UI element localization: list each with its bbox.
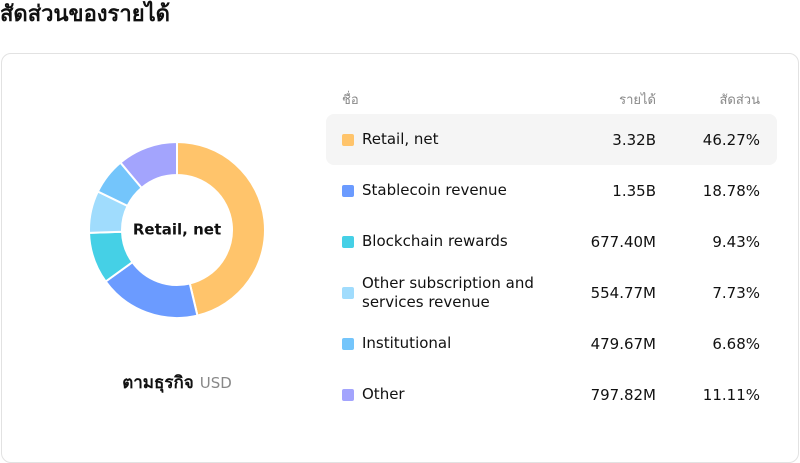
name-cell: Other subscription and services revenue: [342, 274, 552, 312]
category-name: Stablecoin revenue: [362, 181, 507, 199]
table-row: Other subscription and services revenue 5…: [326, 267, 777, 318]
legend-swatch: [342, 337, 354, 350]
revenue-value: 677.40M: [590, 232, 656, 251]
header-name: ชื่อ: [342, 92, 359, 108]
center-label: Retail, net: [133, 221, 221, 239]
category-name: Blockchain rewards: [362, 232, 508, 250]
legend-swatch: [342, 133, 354, 146]
legend-swatch: [342, 184, 354, 197]
revenue-value: 1.35B: [612, 181, 656, 200]
donut-slice: [176, 140, 266, 317]
legend-swatch: [342, 286, 354, 299]
name-cell: Blockchain rewards: [342, 232, 552, 251]
revenue-value: 479.67M: [590, 334, 656, 353]
currency: USD: [199, 374, 232, 392]
legend-swatch: [342, 235, 354, 248]
category-name: Retail, net: [362, 130, 439, 148]
revenue-value: 797.82M: [590, 385, 656, 404]
donut-chart: Retail, net: [88, 140, 266, 319]
name-cell: Stablecoin revenue: [342, 181, 552, 200]
name-cell: Institutional: [342, 334, 552, 353]
header-revenue: รายได้: [619, 92, 656, 108]
table-header: ชื่อ รายได้ สัดส่วน: [326, 84, 777, 114]
revenue-value: 554.77M: [590, 283, 656, 302]
table-row: Blockchain rewards 677.40M 9.43%: [326, 216, 777, 267]
table-row: Retail, net 3.32B 46.27%: [326, 114, 777, 165]
name-cell: Retail, net: [342, 130, 552, 149]
table-row: Stablecoin revenue 1.35B 18.78%: [326, 165, 777, 216]
subtitle-text: ตามธุรกิจ: [122, 373, 194, 393]
share-value: 11.11%: [702, 385, 760, 404]
header-share: สัดส่วน: [719, 92, 761, 108]
legend-swatch: [342, 388, 354, 401]
table: ชื่อ รายได้ สัดส่วน Retail, net 3.32B 46.2…: [326, 84, 777, 420]
share-value: 6.68%: [712, 334, 760, 353]
card: Retail, net ตามธุรกิจ USD ชื่อ รายได้ สัด…: [1, 53, 799, 463]
category-name: Institutional: [362, 334, 452, 352]
revenue-value: 3.32B: [612, 130, 656, 149]
share-value: 46.27%: [702, 130, 760, 149]
page-title: สัดส่วนของรายได้: [0, 2, 170, 27]
subtitle: ตามธุรกิจ USD: [2, 369, 352, 396]
table-row: Other 797.82M 11.11%: [326, 369, 777, 420]
name-cell: Other: [342, 385, 552, 404]
share-value: 7.73%: [712, 283, 760, 302]
category-name: Other: [362, 385, 405, 403]
category-name: Other subscription and services revenue: [362, 273, 534, 311]
table-row: Institutional 479.67M 6.68%: [326, 318, 777, 369]
share-value: 9.43%: [712, 232, 760, 251]
donut-slice: [119, 140, 178, 190]
share-value: 18.78%: [702, 181, 760, 200]
